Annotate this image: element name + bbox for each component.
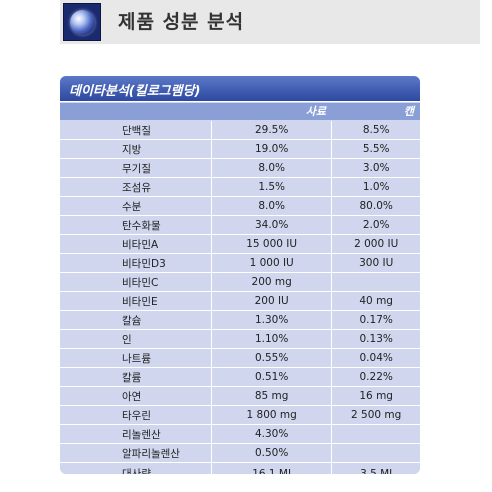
dry-value: 1.30% <box>210 310 332 330</box>
energy-value: 16.1 MJ <box>252 468 292 474</box>
table-row: 리놀렌산 4.30% <box>60 424 420 444</box>
nutrient-name: 탄수화물 <box>60 215 212 235</box>
dry-value: 15 000 IU <box>210 234 332 254</box>
can-value: 8.5% <box>331 121 420 140</box>
nutrient-name: 대사량 <box>60 463 211 474</box>
column-header-dry: 사료 <box>212 103 332 120</box>
table-row: 칼륨 0.51% 0.22% <box>60 367 420 387</box>
dry-value: 1 800 mg <box>210 405 332 425</box>
logo <box>63 3 101 41</box>
table-row: 수분 8.0% 80.0% <box>60 196 420 216</box>
can-value: 1.0% <box>331 177 420 197</box>
table-row: 비타민C 200 mg <box>60 272 420 292</box>
nutrient-name: 나트륨 <box>60 348 212 368</box>
dry-value: 29.5% <box>210 121 332 140</box>
can-value: 0.17% <box>331 310 420 330</box>
dry-value: 8.0% <box>210 196 332 216</box>
table-row: 탄수화물 34.0% 2.0% <box>60 215 420 235</box>
energy-label: 대사량 <box>122 468 151 474</box>
dry-value: 1.10% <box>210 329 332 349</box>
nutrient-name: 지방 <box>60 139 212 159</box>
nutrient-name: 칼륨 <box>60 367 212 387</box>
nutrient-name: 인 <box>60 329 212 349</box>
dry-value: 0.51% <box>210 367 332 387</box>
table-row: 인 1.10% 0.13% <box>60 329 420 349</box>
analysis-panel: 데이타분석(킬로그램당) 사료 캔 단백질 29.5% 8.5% 지방 19.0% 5.5… <box>60 76 420 474</box>
nutrient-name: 비타민A <box>60 234 212 254</box>
table-row: 칼슘 1.30% 0.17% <box>60 310 420 330</box>
nutrient-name: 조섬유 <box>60 177 212 197</box>
table-row: 조섬유 1.5% 1.0% <box>60 177 420 197</box>
can-value: 2 500 mg <box>331 405 420 425</box>
can-value: 0.13% <box>331 329 420 349</box>
nutrient-name: 타우린 <box>60 405 212 425</box>
dry-value: 1 000 IU <box>210 253 332 273</box>
can-value: 3.5 MJ836 kcal <box>331 462 420 474</box>
nutrient-name: 비타민D3 <box>60 253 212 273</box>
table-row: 타우린 1 800 mg 2 500 mg <box>60 405 420 425</box>
dry-value: 19.0% <box>210 139 332 159</box>
can-value: 0.04% <box>331 348 420 368</box>
can-value: 2 000 IU <box>331 234 420 254</box>
table-row: 알파리놀렌산 0.50% <box>60 443 420 463</box>
can-value <box>331 424 420 444</box>
panel-title: 데이타분석(킬로그램당) <box>69 84 201 99</box>
nutrient-name: 알파리놀렌산 <box>60 443 212 463</box>
can-value: 0.22% <box>331 367 420 387</box>
dry-value: 1.5% <box>210 177 332 197</box>
column-header-blank <box>60 103 212 120</box>
can-value: 2.0% <box>331 215 420 235</box>
dry-value: 34.0% <box>210 215 332 235</box>
table-row-energy: 대사량 16.1 MJ3 840 kcal3.5 MJ836 kcal <box>60 462 420 474</box>
can-value <box>331 272 420 292</box>
nutrient-name: 단백질 <box>60 121 212 140</box>
can-value: 5.5% <box>331 139 420 159</box>
energy-value: 3.5 MJ <box>360 468 393 474</box>
nutrient-name: 칼슘 <box>60 310 212 330</box>
title-bar <box>60 0 480 44</box>
table-row: 나트륨 0.55% 0.04% <box>60 348 420 368</box>
dry-value: 200 mg <box>210 272 332 292</box>
table-row: 비타민E 200 IU 40 mg <box>60 291 420 311</box>
can-value: 40 mg <box>331 291 420 311</box>
can-value: 80.0% <box>331 196 420 216</box>
nutrient-name: 비타민E <box>60 291 212 311</box>
dry-value: 4.30% <box>210 424 332 444</box>
dry-value: 16.1 MJ3 840 kcal <box>210 462 332 474</box>
page-title: 제품 성분 분석 <box>118 11 245 33</box>
table-row: 무기질 8.0% 3.0% <box>60 158 420 178</box>
can-value: 16 mg <box>331 386 420 406</box>
nutrient-name: 리놀렌산 <box>60 424 212 444</box>
nutrient-name: 비타민C <box>60 272 212 292</box>
can-value: 300 IU <box>331 253 420 273</box>
table-row: 아연 85 mg 16 mg <box>60 386 420 406</box>
dry-value: 85 mg <box>210 386 332 406</box>
nutrient-name: 아연 <box>60 386 212 406</box>
nutrient-name: 수분 <box>60 196 212 216</box>
dry-value: 8.0% <box>210 158 332 178</box>
dry-value: 0.55% <box>210 348 332 368</box>
globe-icon <box>70 10 95 35</box>
dry-value: 0.50% <box>210 443 332 463</box>
table-row: 비타민A 15 000 IU 2 000 IU <box>60 234 420 254</box>
panel-header: 데이타분석(킬로그램당) <box>60 76 420 102</box>
nutrient-table: 단백질 29.5% 8.5% 지방 19.0% 5.5% 무기질 8.0% 3.0% 조섬유 1.5… <box>60 121 420 474</box>
can-value <box>331 443 420 463</box>
table-row: 단백질 29.5% 8.5% <box>60 121 420 140</box>
table-row: 지방 19.0% 5.5% <box>60 139 420 159</box>
can-value: 3.0% <box>331 158 420 178</box>
column-header-can: 캔 <box>332 103 420 120</box>
nutrient-name: 무기질 <box>60 158 212 178</box>
table-row: 비타민D3 1 000 IU 300 IU <box>60 253 420 273</box>
dry-value: 200 IU <box>210 291 332 311</box>
